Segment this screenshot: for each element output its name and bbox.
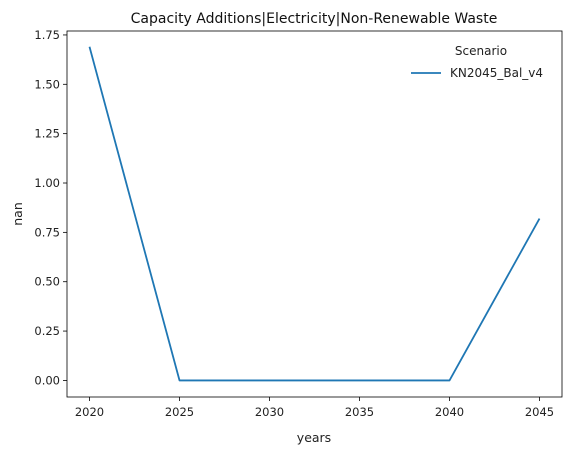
legend-entry-label: KN2045_Bal_v4 bbox=[450, 66, 543, 80]
x-tick-label: 2045 bbox=[525, 405, 554, 419]
y-tick-label: 1.75 bbox=[34, 28, 60, 42]
series-layer bbox=[88, 46, 541, 382]
y-tick-label: 0.25 bbox=[34, 324, 60, 338]
plot-frame bbox=[66, 30, 563, 398]
x-tick-label: 2030 bbox=[255, 405, 284, 419]
y-tick-label: 0.00 bbox=[34, 373, 60, 387]
y-axis-label: nan bbox=[10, 202, 25, 226]
x-tick-label: 2035 bbox=[345, 405, 374, 419]
y-tick-label: 0.75 bbox=[34, 225, 60, 239]
plot-area bbox=[66, 30, 563, 398]
chart-title: Capacity Additions|Electricity|Non-Renew… bbox=[131, 11, 498, 27]
x-tick-label: 2025 bbox=[165, 405, 194, 419]
legend: Scenario KN2045_Bal_v4 bbox=[411, 44, 543, 80]
series-line bbox=[88, 46, 541, 382]
y-tick-label: 1.50 bbox=[34, 77, 60, 91]
y-tick-label: 0.50 bbox=[34, 275, 60, 289]
y-axis: 0.00 0.25 0.50 0.75 1.00 1.25 1.50 1.75 bbox=[34, 28, 67, 387]
y-tick-label: 1.00 bbox=[34, 176, 60, 190]
legend-title: Scenario bbox=[455, 44, 507, 58]
x-tick-label: 2040 bbox=[435, 405, 464, 419]
x-axis: 2020 2025 2030 2035 2040 2045 bbox=[75, 397, 554, 419]
y-tick-label: 1.25 bbox=[34, 127, 60, 141]
x-tick-label: 2020 bbox=[75, 405, 104, 419]
x-axis-label: years bbox=[297, 430, 331, 445]
